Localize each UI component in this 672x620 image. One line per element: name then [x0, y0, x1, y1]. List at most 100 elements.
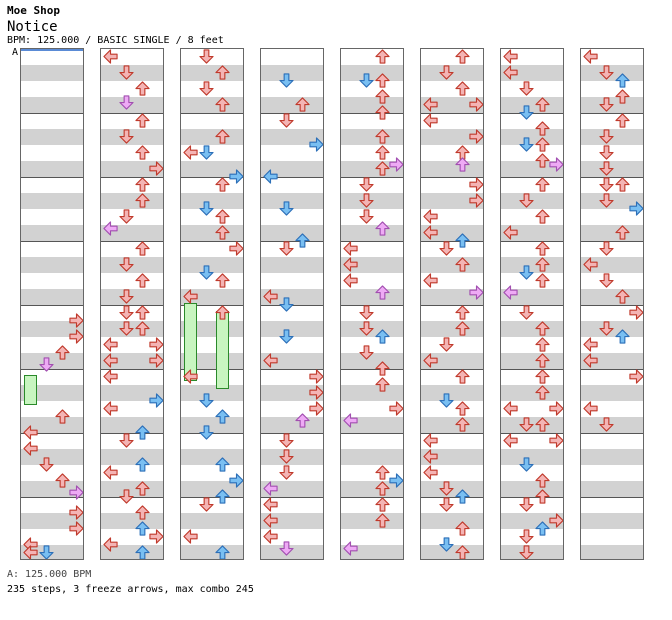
- arrow-up-icon: [455, 417, 470, 432]
- arrow-left-icon: [583, 257, 598, 272]
- arrow-up-icon: [215, 129, 230, 144]
- arrow-down-icon: [279, 297, 294, 312]
- arrow-left-icon: [503, 225, 518, 240]
- arrow-down-icon: [599, 177, 614, 192]
- arrow-down-icon: [599, 273, 614, 288]
- arrow-up-icon: [535, 137, 550, 152]
- arrow-down-icon: [119, 129, 134, 144]
- arrow-up-icon: [535, 257, 550, 272]
- arrow-left-icon: [263, 513, 278, 528]
- arrow-left-icon: [343, 257, 358, 272]
- arrow-up-icon: [135, 273, 150, 288]
- arrow-down-icon: [279, 433, 294, 448]
- arrow-left-icon: [103, 369, 118, 384]
- arrow-down-icon: [359, 177, 374, 192]
- arrow-down-icon: [599, 321, 614, 336]
- arrow-left-icon: [103, 353, 118, 368]
- arrow-up-icon: [375, 161, 390, 176]
- arrow-down-icon: [119, 321, 134, 336]
- arrow-left-icon: [583, 49, 598, 64]
- arrow-right-icon: [309, 385, 323, 400]
- arrow-right-icon: [549, 401, 563, 416]
- arrow-right-icon: [69, 521, 83, 536]
- bpm-marker: A: [12, 47, 19, 58]
- arrow-down-icon: [119, 257, 134, 272]
- arrow-down-icon: [519, 265, 534, 280]
- arrow-left-icon: [23, 425, 38, 440]
- arrow-right-icon: [469, 285, 483, 300]
- arrow-down-icon: [39, 545, 54, 559]
- arrow-up-icon: [215, 65, 230, 80]
- measure-line: [501, 177, 563, 178]
- arrow-down-icon: [279, 449, 294, 464]
- measure-line: [21, 497, 83, 498]
- measure-line: [181, 497, 243, 498]
- arrow-right-icon: [469, 97, 483, 112]
- arrow-up-icon: [135, 545, 150, 559]
- chart-column-6: [420, 48, 484, 560]
- arrow-up-icon: [535, 353, 550, 368]
- arrow-left-icon: [103, 49, 118, 64]
- arrow-up-icon: [455, 489, 470, 504]
- measure-line: [581, 113, 643, 114]
- bpm-change-line: [21, 49, 83, 51]
- arrow-up-icon: [375, 513, 390, 528]
- arrow-right-icon: [229, 241, 243, 256]
- arrow-up-icon: [375, 329, 390, 344]
- arrow-left-icon: [423, 433, 438, 448]
- arrow-right-icon: [309, 369, 323, 384]
- arrow-down-icon: [279, 241, 294, 256]
- arrow-down-icon: [119, 65, 134, 80]
- arrow-left-icon: [423, 97, 438, 112]
- measure-line: [181, 113, 243, 114]
- measure-line: [181, 369, 243, 370]
- arrow-up-icon: [535, 417, 550, 432]
- arrow-down-icon: [519, 497, 534, 512]
- measure-line: [421, 433, 483, 434]
- arrow-down-icon: [119, 95, 134, 110]
- measure-line: [421, 177, 483, 178]
- arrow-up-icon: [455, 545, 470, 559]
- arrow-left-icon: [103, 537, 118, 552]
- measure-line: [581, 241, 643, 242]
- arrow-up-icon: [455, 401, 470, 416]
- arrow-right-icon: [69, 485, 83, 500]
- arrow-left-icon: [103, 465, 118, 480]
- arrow-down-icon: [119, 489, 134, 504]
- arrow-up-icon: [55, 409, 70, 424]
- arrow-left-icon: [103, 221, 118, 236]
- bpm-legend: A: 125.000 BPM: [7, 569, 92, 580]
- song-title: Notice: [7, 19, 58, 35]
- arrow-right-icon: [389, 157, 403, 172]
- arrow-right-icon: [69, 505, 83, 520]
- arrow-up-icon: [375, 145, 390, 160]
- measure-line: [261, 433, 323, 434]
- arrow-up-icon: [535, 97, 550, 112]
- arrow-down-icon: [599, 241, 614, 256]
- arrow-right-icon: [149, 529, 163, 544]
- arrow-left-icon: [343, 413, 358, 428]
- arrow-up-icon: [135, 481, 150, 496]
- arrow-down-icon: [439, 497, 454, 512]
- measure-line: [421, 497, 483, 498]
- arrow-up-icon: [535, 337, 550, 352]
- arrow-down-icon: [599, 65, 614, 80]
- arrow-left-icon: [103, 337, 118, 352]
- arrow-up-icon: [215, 97, 230, 112]
- arrow-up-icon: [135, 113, 150, 128]
- arrow-down-icon: [439, 537, 454, 552]
- measure-line: [341, 113, 403, 114]
- arrow-left-icon: [263, 289, 278, 304]
- arrow-right-icon: [629, 369, 643, 384]
- arrow-down-icon: [199, 81, 214, 96]
- arrow-up-icon: [135, 305, 150, 320]
- measure-line: [21, 433, 83, 434]
- arrow-down-icon: [359, 321, 374, 336]
- measure-line: [101, 369, 163, 370]
- arrow-right-icon: [309, 137, 323, 152]
- arrow-left-icon: [263, 497, 278, 512]
- arrow-left-icon: [423, 209, 438, 224]
- arrow-down-icon: [599, 193, 614, 208]
- arrow-right-icon: [149, 393, 163, 408]
- measure-line: [261, 241, 323, 242]
